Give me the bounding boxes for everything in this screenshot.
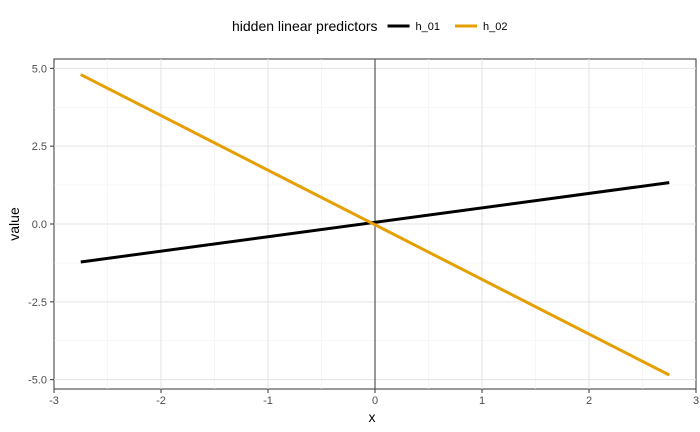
y-axis-title: value <box>6 207 22 241</box>
legend: hidden linear predictors h_01 h_02 <box>232 18 508 34</box>
y-tick-label: 5.0 <box>32 63 47 75</box>
legend-label-h_01: h_01 <box>416 21 440 33</box>
legend-label-h_02: h_02 <box>483 21 507 33</box>
y-axis: -5.0 -2.5 0.0 2.5 5.0 <box>28 63 54 387</box>
legend-title: hidden linear predictors <box>232 18 378 34</box>
x-tick-label: -3 <box>49 395 59 407</box>
y-tick-label: 2.5 <box>32 141 47 153</box>
series-line-h_02 <box>80 73 670 377</box>
x-tick-label: -2 <box>156 395 166 407</box>
y-tick-label: 0.0 <box>32 219 47 231</box>
series-line-h_01 <box>80 181 670 264</box>
series-layer <box>80 73 670 377</box>
y-tick-label: -2.5 <box>28 297 47 309</box>
x-axis-title: x <box>369 409 376 425</box>
y-tick-label: -5.0 <box>28 375 47 387</box>
x-tick-label: 2 <box>586 395 592 407</box>
x-tick-label: -1 <box>263 395 273 407</box>
x-tick-label: 3 <box>693 395 699 407</box>
x-tick-label: 1 <box>479 395 485 407</box>
x-tick-label: 0 <box>372 395 378 407</box>
x-axis: -3 -2 -1 0 1 2 3 <box>49 389 699 407</box>
